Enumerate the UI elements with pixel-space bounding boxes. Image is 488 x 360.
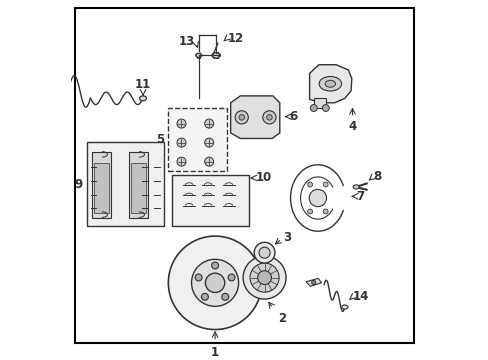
Ellipse shape bbox=[352, 185, 359, 189]
Polygon shape bbox=[309, 65, 351, 103]
Text: 7: 7 bbox=[356, 190, 364, 203]
Circle shape bbox=[235, 111, 248, 124]
Circle shape bbox=[204, 157, 213, 166]
Bar bbox=[167, 108, 227, 171]
Circle shape bbox=[177, 138, 185, 147]
Circle shape bbox=[195, 274, 202, 281]
Circle shape bbox=[263, 111, 275, 124]
Text: 5: 5 bbox=[156, 133, 164, 147]
Circle shape bbox=[249, 263, 279, 292]
Text: 14: 14 bbox=[352, 290, 368, 303]
Circle shape bbox=[204, 138, 213, 147]
Circle shape bbox=[211, 262, 218, 269]
Text: 4: 4 bbox=[347, 120, 356, 133]
Bar bbox=[87, 141, 163, 226]
Circle shape bbox=[191, 259, 238, 306]
Ellipse shape bbox=[140, 96, 146, 101]
Circle shape bbox=[168, 236, 261, 329]
Circle shape bbox=[308, 189, 326, 207]
Ellipse shape bbox=[319, 77, 341, 91]
Text: 9: 9 bbox=[75, 178, 82, 192]
Ellipse shape bbox=[341, 305, 347, 309]
Circle shape bbox=[257, 271, 271, 284]
Bar bbox=[129, 152, 147, 218]
Polygon shape bbox=[230, 96, 279, 139]
Circle shape bbox=[177, 119, 185, 128]
Circle shape bbox=[307, 182, 312, 187]
Circle shape bbox=[322, 104, 328, 112]
Circle shape bbox=[254, 242, 274, 263]
Circle shape bbox=[204, 119, 213, 128]
Ellipse shape bbox=[311, 280, 315, 284]
Circle shape bbox=[259, 247, 269, 258]
Text: 6: 6 bbox=[289, 110, 297, 123]
Bar bbox=[131, 163, 145, 213]
Circle shape bbox=[266, 114, 272, 120]
Circle shape bbox=[201, 293, 208, 300]
Text: 2: 2 bbox=[278, 311, 286, 325]
Circle shape bbox=[307, 209, 312, 214]
Polygon shape bbox=[305, 278, 321, 286]
Text: 12: 12 bbox=[227, 32, 243, 45]
Circle shape bbox=[222, 293, 228, 300]
Circle shape bbox=[205, 273, 224, 293]
Text: 13: 13 bbox=[179, 35, 195, 48]
Polygon shape bbox=[313, 98, 325, 108]
Circle shape bbox=[239, 114, 244, 120]
Circle shape bbox=[227, 274, 235, 281]
Ellipse shape bbox=[195, 53, 202, 58]
Ellipse shape bbox=[211, 53, 220, 58]
Text: 3: 3 bbox=[283, 231, 290, 244]
Circle shape bbox=[310, 104, 317, 112]
Text: 1: 1 bbox=[211, 346, 219, 359]
Bar bbox=[94, 163, 109, 213]
Bar bbox=[172, 175, 249, 226]
Ellipse shape bbox=[325, 80, 335, 87]
Circle shape bbox=[177, 157, 185, 166]
Circle shape bbox=[243, 256, 285, 299]
Bar bbox=[92, 152, 111, 218]
Circle shape bbox=[323, 182, 327, 187]
Circle shape bbox=[323, 209, 327, 214]
Text: 8: 8 bbox=[372, 170, 381, 183]
Text: 11: 11 bbox=[135, 78, 151, 91]
Text: 10: 10 bbox=[255, 171, 271, 184]
